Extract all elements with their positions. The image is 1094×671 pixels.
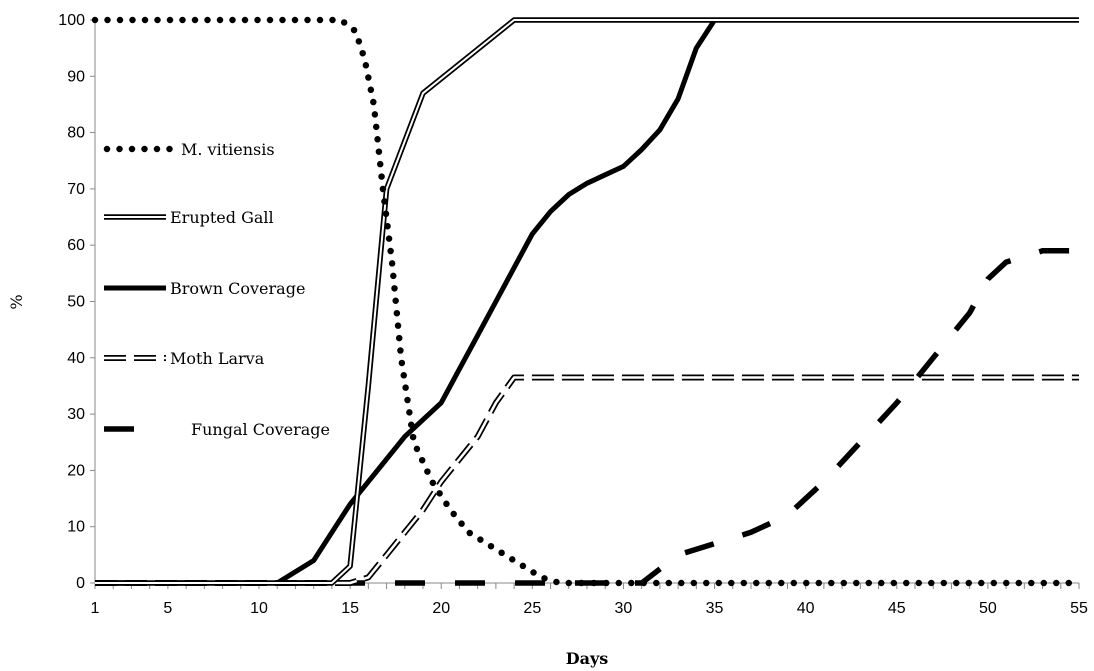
y-tick-label: 60 [67,237,85,254]
x-tick-label: 15 [341,600,359,617]
y-tick-label: 80 [67,125,85,142]
series-brown-coverage [95,17,1079,586]
legend-item-moth-larva: Moth Larva [104,349,265,368]
x-tick-label: 45 [888,600,906,617]
x-tick-label: 20 [432,600,450,617]
y-tick-label: 50 [67,294,85,311]
y-axis-title: % [7,294,26,309]
legend-label: M. vitiensis [181,140,275,159]
legend-item-m-vitiensis: M. vitiensis [103,140,275,159]
legend-item-fungal-coverage: Fungal Coverage [104,420,330,439]
series-fungal-coverage [95,248,1079,586]
y-tick-label: 20 [67,462,85,479]
x-tick-label: 1 [91,600,100,617]
legend-item-erupted-gall: Erupted Gall [104,208,274,227]
series-moth-larva-line-outer [95,374,1079,586]
y-tick-label: 40 [67,350,85,367]
legend: M. vitiensis Erupted Gall Brown Coverage Mo… [103,140,330,439]
legend-label: Erupted Gall [170,208,274,227]
y-tick-label: 90 [67,68,85,85]
series-erupted-gall-line-inner [95,19,1079,584]
series-m-vitiensis [91,16,1083,587]
series-moth-larva [95,374,1079,586]
x-tick-label: 55 [1070,600,1088,617]
legend-label: Fungal Coverage [191,420,330,439]
series-layer [91,16,1083,587]
series-brown-coverage-line [95,17,1079,586]
x-tick-label: 5 [163,600,172,617]
y-tick-label: 30 [67,406,85,423]
series-m-vitiensis-line [91,16,1083,587]
legend-item-brown-coverage: Brown Coverage [104,279,305,298]
legend-label: Moth Larva [170,349,265,368]
series-erupted-gall-line-outer [95,17,1079,586]
series-fungal-coverage-line [95,248,1079,586]
y-tick-label: 100 [58,12,85,29]
series-erupted-gall [95,17,1079,586]
x-tick-label: 50 [979,600,997,617]
x-tick-label: 40 [797,600,815,617]
x-tick-label: 30 [615,600,633,617]
x-tick-label: 10 [250,600,268,617]
y-tick-label: 70 [67,181,85,198]
x-tick-label: 35 [706,600,724,617]
x-tick-label: 25 [523,600,541,617]
y-tick-label: 0 [76,575,85,592]
series-moth-larva-line-inner [95,376,1079,585]
y-tick-label: 10 [67,519,85,536]
legend-label: Brown Coverage [170,279,305,298]
x-axis-title: Days [566,649,609,668]
